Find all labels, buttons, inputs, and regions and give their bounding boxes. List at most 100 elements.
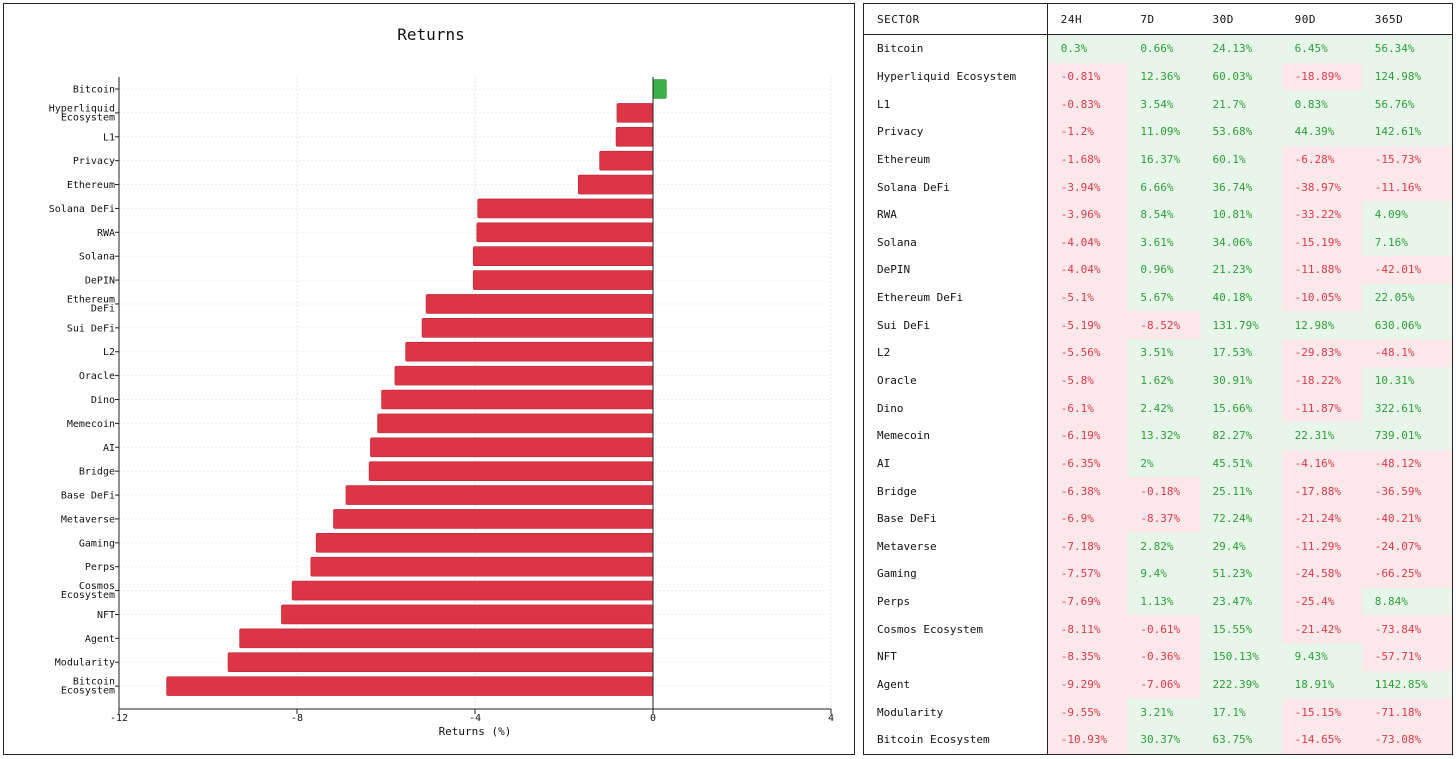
table-row: Dino -6.1% 2.42% 15.66% -11.87% 322.61% [864,394,1452,422]
table-row: Bridge -6.38% -0.18% 25.11% -17.88% -36.59% [864,477,1452,505]
y-tick-label: Base DeFi [61,491,115,502]
return-cell-30d: 10.81% [1199,200,1282,229]
return-cell-7d: -0.61% [1127,615,1200,644]
return-cell-7d: 1.62% [1127,366,1200,395]
column-header-365d[interactable]: 365D [1361,4,1452,35]
return-cell-365d: -48.1% [1361,339,1452,367]
return-cell-24h: -1.2% [1047,117,1128,146]
return-cell-7d: 0.66% [1127,34,1200,63]
return-cell-7d: 30.37% [1127,726,1200,754]
sector-name-cell: RWA [864,200,1048,229]
bar-l1 [615,126,654,147]
return-cell-24h: -9.29% [1047,670,1128,699]
table-row: Perps -7.69% 1.13% 23.47% -25.4% 8.84% [864,587,1452,616]
y-tick-label: Sui DeFi [67,323,115,334]
return-cell-90d: 18.91% [1281,670,1362,699]
y-tick-label: Privacy [73,156,115,167]
return-cell-90d: -6.28% [1281,145,1362,174]
y-tick-label: Dino [91,395,115,406]
return-cell-7d: 12.36% [1127,62,1200,91]
bar-gaming [315,533,654,553]
return-cell-90d: 9.43% [1281,643,1362,671]
sector-name-cell: Modularity [864,698,1048,727]
y-tick-label-line: Cosmos [79,581,115,592]
sector-name-cell: Memecoin [864,421,1048,450]
y-tick-label: Bridge [79,467,115,478]
table-body: Bitcoin 0.3% 0.66% 24.13% 6.45% 56.34% Hyperli… [864,34,1452,754]
return-cell-365d: 56.34% [1361,34,1452,63]
return-cell-30d: 222.39% [1199,670,1282,699]
column-header-sector[interactable]: SECTOR [864,4,1048,35]
sector-name-cell: Base DeFi [864,504,1048,533]
return-cell-90d: -4.16% [1281,449,1362,478]
return-cell-365d: 8.84% [1361,587,1452,616]
return-cell-7d: 9.4% [1127,560,1200,588]
sector-name-cell: Metaverse [864,532,1048,561]
return-cell-24h: -4.04% [1047,256,1128,284]
return-cell-30d: 63.75% [1199,726,1282,754]
return-cell-90d: 44.39% [1281,117,1362,146]
return-cell-365d: 22.05% [1361,283,1452,312]
sector-name-cell: Ethereum DeFi [864,283,1048,312]
bar-hyperliquid-ecosystem [616,103,654,123]
return-cell-30d: 72.24% [1199,504,1282,533]
return-cell-7d: -0.18% [1127,477,1200,505]
return-cell-90d: -25.4% [1281,587,1362,616]
bars [166,79,667,696]
sector-name-cell: Agent [864,670,1048,699]
sector-name-cell: L2 [864,339,1048,367]
y-tick-label: Oracle [79,371,115,382]
return-cell-30d: 82.27% [1199,421,1282,450]
column-header-30d[interactable]: 30D [1199,4,1282,35]
table-row: Bitcoin Ecosystem -10.93% 30.37% 63.75% -14.… [864,726,1452,754]
bar-dino [381,389,654,410]
bar-metaverse [333,509,654,529]
sector-name-cell: Perps [864,587,1048,616]
column-header-90d[interactable]: 90D [1281,4,1362,35]
table-row: Oracle -5.8% 1.62% 30.91% -18.22% 10.31% [864,366,1452,395]
return-cell-30d: 15.66% [1199,394,1282,422]
return-cell-365d: -36.59% [1361,477,1452,505]
return-cell-7d: 3.51% [1127,339,1200,367]
return-cell-30d: 15.55% [1199,615,1282,644]
return-cell-365d: -57.71% [1361,643,1452,671]
return-cell-90d: -18.22% [1281,366,1362,395]
return-cell-90d: -15.15% [1281,698,1362,727]
return-cell-7d: 2.82% [1127,532,1200,561]
return-cell-365d: -73.84% [1361,615,1452,644]
x-tick-label: 4 [828,713,834,724]
y-tick-label: Modularity [55,658,115,669]
y-tick-label-line: DeFi [91,303,115,314]
return-cell-365d: -66.25% [1361,560,1452,588]
y-tick-label: AI [103,443,115,454]
sector-name-cell: Bitcoin [864,34,1048,63]
return-cell-7d: 3.61% [1127,228,1200,257]
table-row: Privacy -1.2% 11.09% 53.68% 44.39% 142.61% [864,117,1452,146]
return-cell-24h: -8.11% [1047,615,1128,644]
bar-memecoin [377,413,654,434]
y-tick-label: Bitcoin Ecosystem [61,677,115,697]
column-header-7d[interactable]: 7D [1127,4,1200,35]
return-cell-30d: 51.23% [1199,560,1282,588]
return-cell-90d: -21.42% [1281,615,1362,644]
return-cell-24h: -5.8% [1047,366,1128,395]
return-cell-90d: 6.45% [1281,34,1362,63]
return-cell-90d: 0.83% [1281,90,1362,118]
bar-bitcoin-ecosystem [166,676,654,696]
table-row: Ethereum -1.68% 16.37% 60.1% -6.28% -15.73% [864,145,1452,174]
return-cell-7d: 1.13% [1127,587,1200,616]
column-header-24h[interactable]: 24H [1047,4,1128,35]
return-cell-30d: 17.53% [1199,339,1282,367]
y-tick-label: Memecoin [67,419,115,430]
return-cell-365d: 124.98% [1361,62,1452,91]
bar-ai [370,437,654,458]
return-cell-7d: -0.36% [1127,643,1200,671]
bar-agent [239,628,654,649]
sector-name-cell: DePIN [864,256,1048,284]
y-tick-label: Solana [79,252,115,263]
return-cell-90d: -11.88% [1281,256,1362,284]
return-cell-7d: -7.06% [1127,670,1200,699]
return-cell-7d: 0.96% [1127,256,1200,284]
return-cell-90d: -18.89% [1281,62,1362,91]
